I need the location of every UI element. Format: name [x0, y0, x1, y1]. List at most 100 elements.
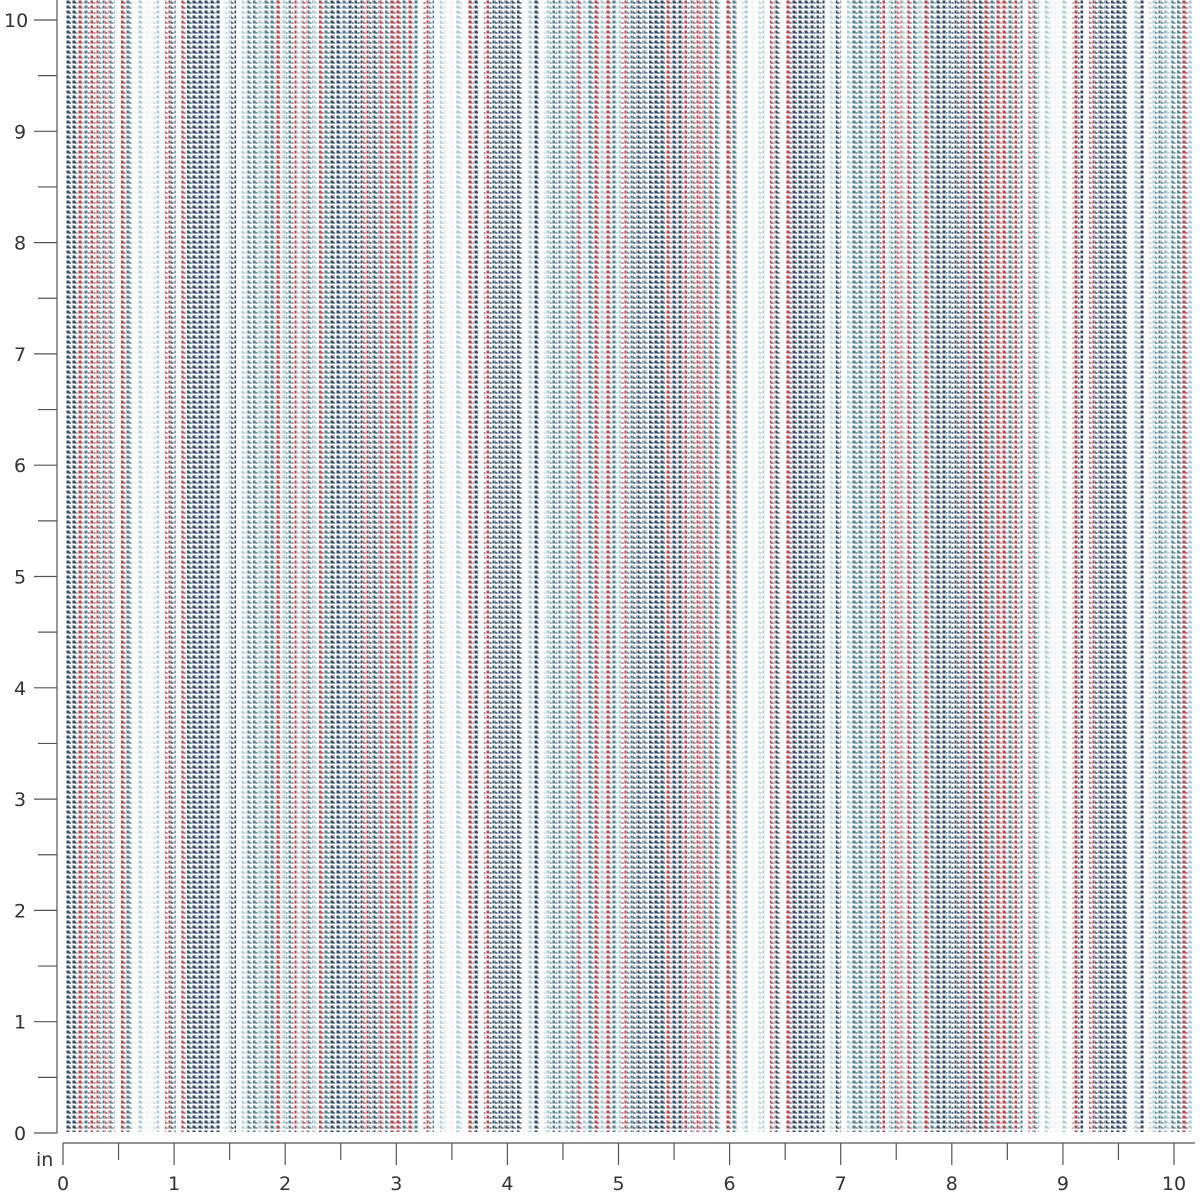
fabric-stripe: [456, 0, 462, 1132]
fabric-stripe: [451, 0, 456, 1132]
fabric-stripe: [561, 0, 566, 1132]
fabric-stripe: [627, 0, 632, 1132]
fabric-stripe: [434, 0, 440, 1132]
fabric-stripe: [1138, 0, 1144, 1132]
fabric-stripe: [1111, 0, 1116, 1132]
fabric-stripe: [621, 0, 627, 1132]
x-tick-label: 9: [1057, 1173, 1069, 1195]
fabric-stripe: [1094, 0, 1100, 1132]
fabric-stripe: [495, 0, 500, 1132]
fabric-stripe: [643, 0, 649, 1132]
fabric-stripe: [962, 0, 968, 1132]
fabric-stripe: [704, 0, 709, 1132]
fabric-stripe: [242, 0, 247, 1132]
fabric-stripe: [748, 0, 753, 1132]
fabric-stripe: [275, 0, 280, 1132]
fabric-stripe: [374, 0, 379, 1132]
x-tick-label: 1: [168, 1173, 180, 1195]
y-tick-label: 1: [14, 1012, 26, 1034]
fabric-stripe: [324, 0, 330, 1132]
fabric-stripe: [858, 0, 863, 1132]
fabric-stripe: [352, 0, 357, 1132]
fabric-stripe: [66, 0, 71, 1132]
fabric-stripe: [165, 0, 170, 1132]
fabric-stripe: [1028, 0, 1034, 1132]
fabric-stripe: [478, 0, 484, 1132]
fabric-stripe: [368, 0, 374, 1132]
fabric-stripe: [1182, 0, 1188, 1132]
y-tick-label: 10: [4, 10, 28, 32]
fabric-stripe: [891, 0, 896, 1132]
fabric-stripe: [935, 0, 940, 1132]
fabric-stripe: [792, 0, 797, 1132]
fabric-stripe: [88, 0, 93, 1132]
fabric-stripe: [346, 0, 352, 1132]
fabric-stripe: [830, 0, 836, 1132]
fabric-stripe: [698, 0, 704, 1132]
fabric-stripe: [1100, 0, 1105, 1132]
fabric-stripe: [660, 0, 665, 1132]
fabric-stripe: [385, 0, 390, 1132]
y-tick-label: 6: [14, 455, 26, 477]
fabric-stripe: [1133, 0, 1138, 1132]
fabric-stripe: [638, 0, 643, 1132]
fabric-stripe: [566, 0, 572, 1132]
fabric-stripe: [132, 0, 137, 1132]
fabric-stripe: [143, 0, 148, 1132]
fabric-stripe: [726, 0, 731, 1132]
fabric-stripe: [379, 0, 385, 1132]
fabric-stripe: [110, 0, 115, 1132]
fabric-stripe: [396, 0, 401, 1132]
fabric-stripe: [550, 0, 555, 1132]
fabric-stripe: [786, 0, 792, 1132]
fabric-stripe: [907, 0, 913, 1132]
fabric-stripe: [924, 0, 929, 1132]
fabric-stripe: [929, 0, 935, 1132]
fabric-stripe: [599, 0, 605, 1132]
fabric-stripe: [440, 0, 445, 1132]
fabric-stripe: [1089, 0, 1094, 1132]
fabric-stripe: [264, 0, 269, 1132]
fabric-stripe: [808, 0, 814, 1132]
fabric-stripe: [302, 0, 308, 1132]
fabric-stripe: [533, 0, 539, 1132]
y-tick-label: 2: [14, 900, 26, 922]
fabric-stripe: [731, 0, 737, 1132]
fabric-stripe: [484, 0, 489, 1132]
fabric-stripe: [429, 0, 434, 1132]
fabric-stripe: [709, 0, 715, 1132]
x-tick-label: 7: [835, 1173, 847, 1195]
fabric-stripe: [918, 0, 924, 1132]
fabric-stripe: [742, 0, 748, 1132]
fabric-stripe: [330, 0, 335, 1132]
fabric-stripe: [1056, 0, 1061, 1132]
fabric-stripe: [577, 0, 583, 1132]
fabric-stripe: [291, 0, 297, 1132]
fabric-stripe: [506, 0, 511, 1132]
fabric-stripe: [1017, 0, 1023, 1132]
fabric-stripe: [500, 0, 506, 1132]
fabric-stripe: [1039, 0, 1045, 1132]
fabric-stripe: [528, 0, 533, 1132]
fabric-stripe: [473, 0, 478, 1132]
fabric-stripe: [676, 0, 682, 1132]
fabric-stripe: [104, 0, 110, 1132]
fabric-stripe: [588, 0, 594, 1132]
fabric-stripe: [764, 0, 770, 1132]
y-tick-label: 9: [14, 121, 26, 143]
x-tick-label: 5: [612, 1173, 624, 1195]
fabric-stripe: [896, 0, 902, 1132]
fabric-stripe: [913, 0, 918, 1132]
fabric-stripe: [220, 0, 225, 1132]
fabric-stripe: [401, 0, 407, 1132]
fabric-stripe: [1149, 0, 1155, 1132]
fabric-stripe: [231, 0, 236, 1132]
fabric-stripe: [335, 0, 341, 1132]
fabric-stripe: [467, 0, 473, 1132]
fabric-stripe: [539, 0, 544, 1132]
fabric-stripe: [341, 0, 346, 1132]
fabric-stripe: [77, 0, 82, 1132]
fabric-stripe: [583, 0, 588, 1132]
x-tick-label: 8: [946, 1173, 958, 1195]
fabric-stripe: [93, 0, 99, 1132]
